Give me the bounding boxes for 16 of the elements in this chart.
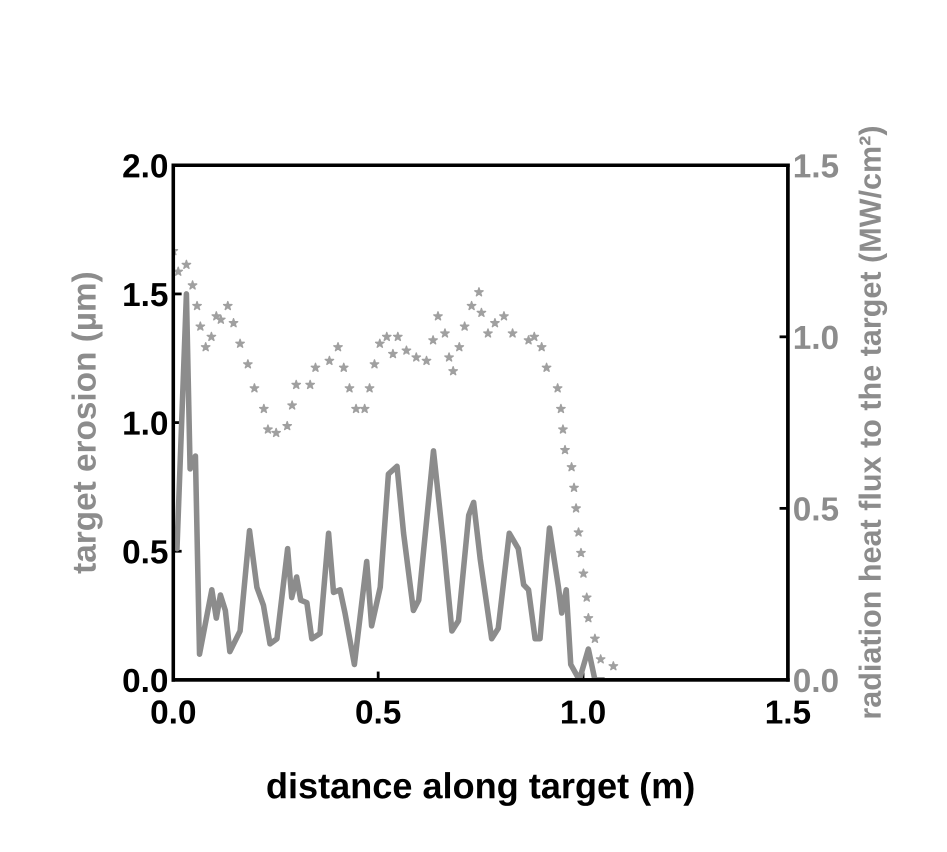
- y-tick-label: 1.5: [124, 283, 168, 306]
- y2-tick-label: 1.5: [794, 154, 838, 178]
- x-tick-label: 0.0: [151, 700, 196, 724]
- x-tick-label: 1.5: [766, 700, 810, 724]
- y-tick-label: 1.0: [124, 411, 168, 435]
- y-tick-label: 2.0: [123, 154, 168, 178]
- x-axis-title: distance along target (m): [267, 772, 694, 806]
- y2-tick-label: 1.0: [794, 326, 838, 350]
- y-tick-label: 0.0: [123, 668, 168, 692]
- y2-axis-title: radiation heat flux to the target (MW/cm²): [858, 127, 888, 718]
- y2-tick-label: 0.0: [794, 668, 838, 692]
- y2-tick-label: 0.5: [794, 497, 838, 521]
- y-axis-title: target erosion (µm): [71, 272, 103, 574]
- x-tick-label: 1.0: [562, 700, 605, 724]
- y-tick-label: 0.5: [123, 540, 168, 564]
- x-tick-label: 0.5: [356, 700, 400, 724]
